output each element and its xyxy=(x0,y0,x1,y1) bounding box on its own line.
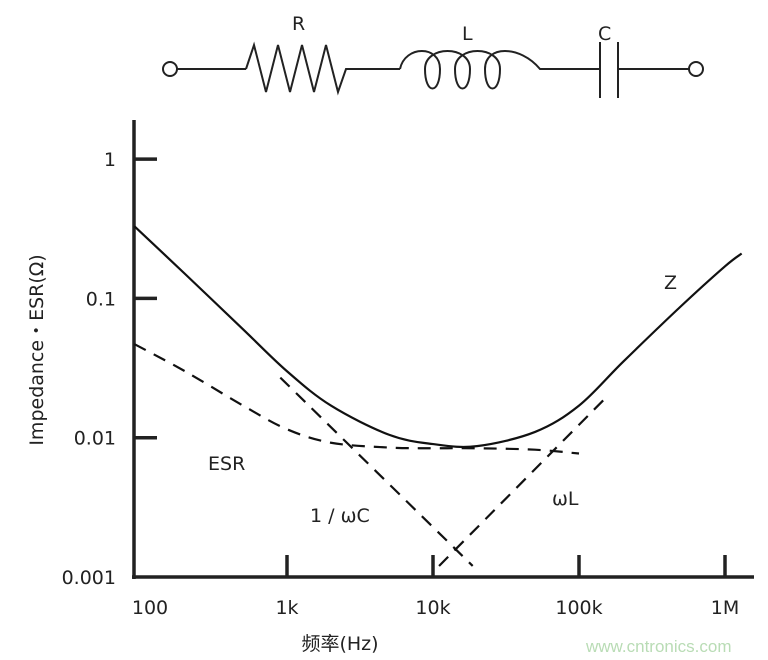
inductor-symbol xyxy=(399,50,600,90)
y-axis-label: Impedance・ESR(Ω) xyxy=(26,254,48,445)
terminal-right xyxy=(688,61,704,77)
plot-area xyxy=(133,225,743,567)
circuit-diagram xyxy=(162,41,704,98)
series-line-esr xyxy=(133,343,580,455)
terminal-left xyxy=(162,61,178,77)
watermark: www.cntronics.com xyxy=(585,637,731,656)
x-tick-label: 100 xyxy=(132,597,168,619)
series-label-capacitive: 1 / ωC xyxy=(310,505,370,527)
series-label-inductive: ωL xyxy=(552,488,579,510)
x-tick-label: 1M xyxy=(711,597,739,619)
x-tick-label: 10k xyxy=(415,597,450,619)
series-label-z: Z xyxy=(664,272,677,294)
resistor-symbol xyxy=(245,41,400,96)
x-tick-label: 100k xyxy=(555,597,602,619)
x-tick-label: 1k xyxy=(275,597,298,619)
y-tick-label: 0.1 xyxy=(86,288,116,310)
series-line-z xyxy=(133,225,743,449)
axes: 1 0.1 0.01 0.001 100 1k 10k 100k 1M xyxy=(62,120,754,619)
series-label-esr: ESR xyxy=(208,453,245,475)
series-line-inductive xyxy=(438,398,606,567)
y-tick-label: 1 xyxy=(104,149,116,171)
capacitor-label: C xyxy=(598,23,611,45)
x-axis-label: 频率(Hz) xyxy=(301,633,378,655)
y-tick-label: 0.01 xyxy=(74,428,116,450)
resistor-label: R xyxy=(292,13,305,35)
inductor-label: L xyxy=(462,23,473,45)
series-line-capacitive xyxy=(279,376,474,567)
y-tick-label: 0.001 xyxy=(62,567,116,589)
